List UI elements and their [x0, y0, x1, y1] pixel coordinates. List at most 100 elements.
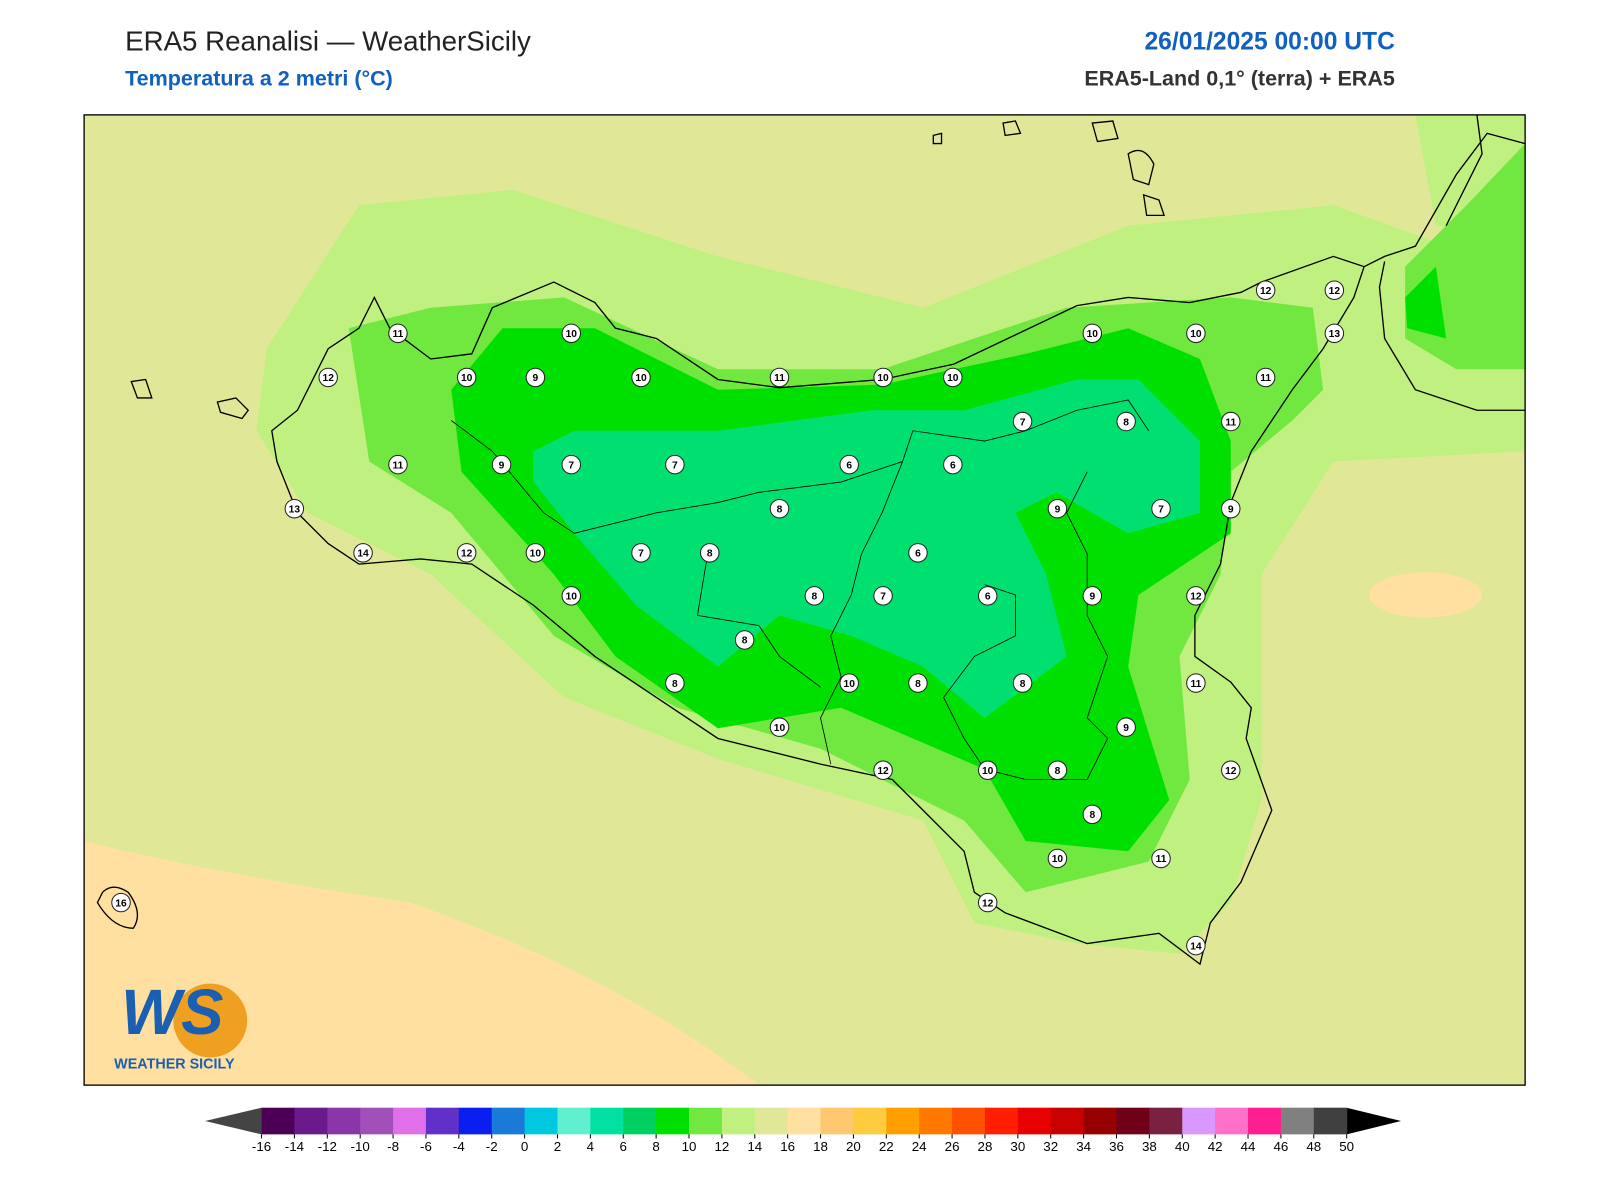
station-label: 11	[774, 373, 785, 384]
colorbar-segment	[1215, 1107, 1249, 1135]
logo: WS WEATHER SICILY	[114, 977, 248, 1072]
colorbar-segment	[754, 1107, 789, 1135]
station: 10	[839, 673, 859, 693]
colorbar-segment	[1313, 1107, 1348, 1135]
station-marker	[977, 892, 998, 913]
title: ERA5 Reanalisi — WeatherSicily	[125, 25, 531, 56]
station: 13	[1324, 323, 1345, 344]
station: 7	[561, 454, 582, 475]
station-marker	[1186, 935, 1206, 956]
colorbar-tick-label: -14	[285, 1139, 305, 1154]
station: 13	[284, 498, 305, 519]
station-marker	[1186, 673, 1206, 693]
station-marker	[525, 367, 546, 388]
station-marker	[908, 673, 928, 693]
station-marker	[456, 367, 477, 388]
station-label: 9	[499, 460, 505, 471]
station: 10	[561, 586, 582, 606]
station-label: 10	[774, 723, 786, 734]
station-label: 10	[947, 373, 959, 384]
colorbar-tick-label: -12	[318, 1139, 337, 1154]
map-frame	[83, 114, 1526, 1086]
station-label: 8	[742, 636, 748, 647]
colorbar-tick-label: 8	[652, 1139, 659, 1154]
colorbar-segment	[1149, 1107, 1183, 1135]
station: 6	[943, 454, 963, 475]
colorbar-segment	[425, 1107, 460, 1135]
station-label: 10	[1190, 329, 1202, 340]
colorbar-tick-label: 30	[1010, 1139, 1025, 1154]
station: 10	[1186, 323, 1206, 344]
colorbar-tick-label: 6	[620, 1139, 627, 1154]
station-marker	[769, 367, 790, 388]
logo-mark: WS	[121, 977, 223, 1048]
station-marker	[769, 498, 790, 519]
station-marker	[561, 454, 582, 475]
station-marker	[388, 454, 408, 475]
station-label: 8	[1123, 417, 1129, 428]
station: 7	[873, 586, 893, 606]
station-marker	[700, 543, 720, 563]
station: 12	[1324, 280, 1345, 300]
station: 9	[1047, 498, 1068, 519]
station-label: 10	[877, 373, 889, 384]
station: 9	[1082, 586, 1103, 606]
colorbar-over	[1346, 1107, 1402, 1135]
colorbar-segment	[689, 1107, 723, 1135]
colorbar-tick-label: 38	[1142, 1139, 1157, 1154]
station-marker	[1047, 848, 1068, 869]
station-marker	[1151, 498, 1171, 519]
colorbar-segment	[721, 1107, 756, 1135]
station: 8	[769, 498, 790, 519]
colorbar-tick-label: 4	[587, 1139, 595, 1154]
colorbar-tick-label: 16	[780, 1139, 795, 1154]
colorbar-segment	[491, 1107, 526, 1135]
station-label: 10	[566, 592, 578, 603]
station-label: 8	[812, 592, 818, 603]
station-marker	[908, 543, 928, 563]
station-label: 6	[950, 460, 956, 471]
colorbar-tick-label: -6	[420, 1139, 432, 1154]
stations: 11 10 12 10 9 10 11 10 10 10 10 12 12 13 11 11 7 8 11 9 7 7 6 6…	[111, 280, 1345, 956]
colorbar-tick-label: 22	[879, 1139, 894, 1154]
colorbar-tick-label: 2	[554, 1139, 561, 1154]
station: 10	[769, 717, 790, 737]
station-marker	[388, 323, 408, 344]
station: 12	[1186, 586, 1206, 606]
station-marker	[1047, 498, 1068, 519]
station-marker	[1221, 760, 1241, 780]
station-label: 16	[115, 898, 127, 909]
station-label: 10	[844, 679, 856, 690]
station-label: 7	[1020, 417, 1026, 428]
station: 8	[734, 630, 755, 650]
map	[84, 114, 1526, 1086]
station: 8	[908, 673, 928, 693]
station-marker	[873, 760, 893, 780]
station: 11	[388, 323, 408, 344]
colorbar-segment	[327, 1107, 361, 1135]
station: 10	[1047, 848, 1068, 869]
colorbar-tick-label: 40	[1175, 1139, 1190, 1154]
station-marker	[804, 586, 825, 606]
station-marker	[1324, 280, 1345, 300]
station-label: 12	[1329, 286, 1341, 297]
station-marker	[1116, 717, 1136, 737]
station-label: 11	[1190, 679, 1201, 690]
station: 16	[111, 892, 131, 913]
colorbar-tick-label: 46	[1273, 1139, 1288, 1154]
station-marker	[1186, 586, 1206, 606]
colorbar-tick-label: 34	[1076, 1139, 1091, 1154]
colorbar-segment	[919, 1107, 953, 1135]
colorbar-segment	[656, 1107, 690, 1135]
colorbar-tick-label: 12	[714, 1139, 729, 1154]
station-marker	[456, 543, 477, 563]
station: 7	[1151, 498, 1171, 519]
station: 10	[977, 760, 998, 780]
station-marker	[839, 454, 859, 475]
date: 26/01/2025 00:00 UTC	[1144, 29, 1395, 56]
station: 10	[873, 367, 893, 388]
station: 10	[631, 367, 651, 388]
colorbar-under	[205, 1107, 262, 1135]
station-marker	[873, 586, 893, 606]
station-label: 6	[985, 592, 991, 603]
